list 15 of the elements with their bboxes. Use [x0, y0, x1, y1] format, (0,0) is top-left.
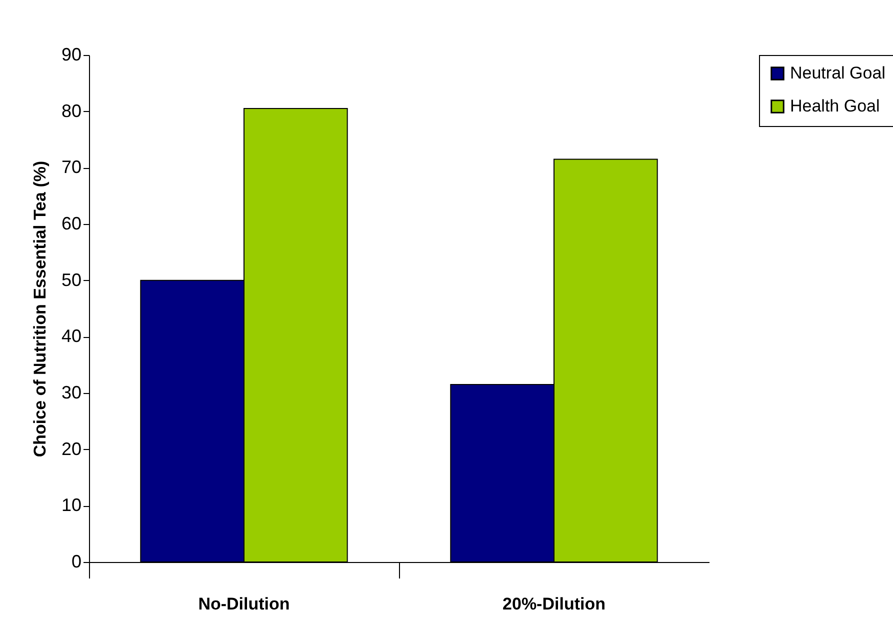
y-tick-label: 60	[61, 214, 82, 234]
y-tick-label: 30	[61, 382, 82, 402]
y-tick-label: 80	[61, 100, 82, 121]
y-tick-label: 40	[61, 326, 82, 346]
y-tick-label: 10	[61, 495, 82, 516]
y-tick-label: 90	[61, 44, 82, 64]
y-axis-title: Choice of Nutrition Essential Tea (%)	[30, 160, 50, 458]
y-tick-label: 20	[61, 438, 82, 459]
y-tick-label: 70	[61, 157, 82, 178]
x-tick-label: 20%-Dilution	[502, 594, 606, 614]
x-tick-label: No-Dilution	[198, 594, 290, 614]
y-tick-label: 0	[71, 552, 82, 572]
legend-label: Neutral Goal	[790, 64, 886, 82]
legend-label: Health Goal	[790, 96, 880, 116]
y-tick-label: 50	[61, 270, 82, 290]
